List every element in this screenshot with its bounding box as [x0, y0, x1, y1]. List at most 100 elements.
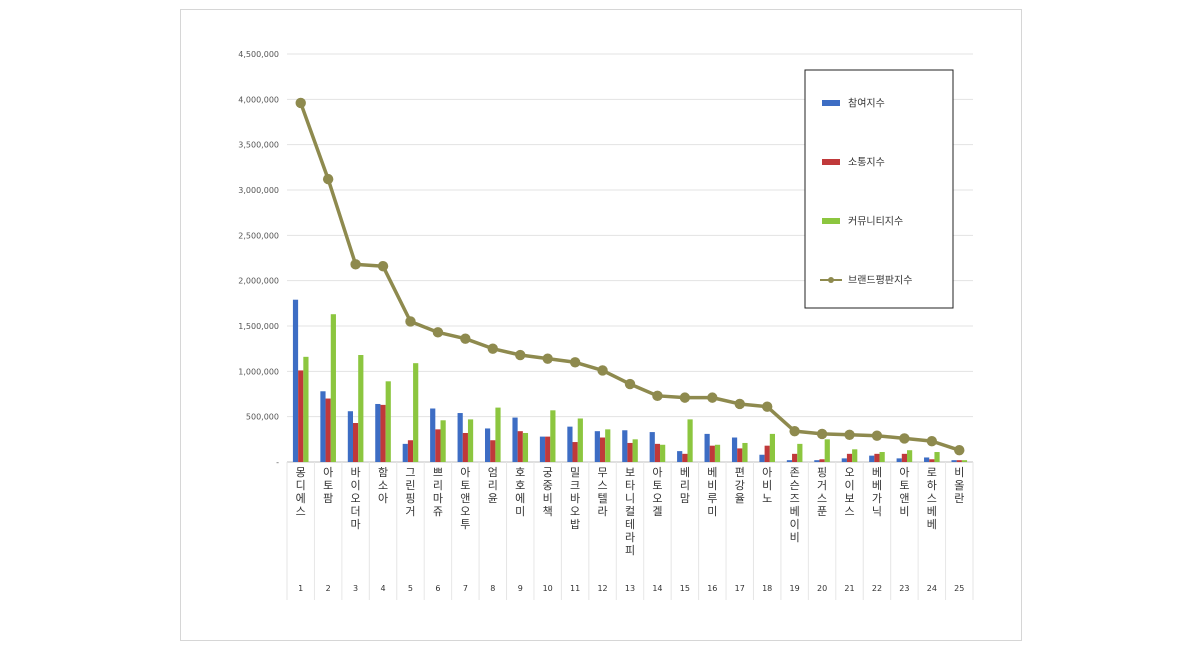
legend-label: 참여지수: [848, 98, 885, 110]
bar-커뮤니티지수-9: [522, 432, 529, 462]
bar-소통지수-15: [682, 453, 688, 462]
x-rank-label: 25: [954, 584, 964, 593]
bar-커뮤니티지수-14: [660, 444, 666, 462]
y-tick-label: 1,500,000: [238, 322, 279, 331]
bar-소통지수-10: [545, 436, 551, 462]
y-tick-label: 1,000,000: [238, 367, 279, 376]
x-rank-label: 14: [652, 584, 662, 593]
bar-커뮤니티지수-22: [879, 452, 885, 462]
bar-커뮤니티지수-4: [385, 381, 391, 462]
x-rank-label: 15: [680, 584, 690, 593]
bar-커뮤니티지수-11: [577, 418, 583, 462]
bar-소통지수-6: [435, 429, 441, 462]
reputation-point-9: [515, 349, 526, 361]
bar-소통지수-2: [325, 398, 331, 462]
y-tick-label: 4,000,000: [238, 95, 279, 104]
bar-커뮤니티지수-12: [605, 429, 611, 462]
bar-참여지수-21: [841, 458, 847, 462]
bar-참여지수-19: [786, 460, 793, 462]
chart-frame: - 500,000 1,000,000 1,500,000 2,000,000 2,500…: [180, 9, 1022, 641]
reputation-point-7: [460, 333, 471, 344]
bar-커뮤니티지수-17: [742, 442, 748, 462]
bar-소통지수-20: [819, 459, 825, 462]
bar-커뮤니티지수-6: [440, 420, 446, 462]
bar-소통지수-18: [764, 445, 770, 462]
reputation-point-11: [569, 357, 581, 368]
bar-참여지수-14: [649, 432, 655, 462]
reputation-point-5: [405, 316, 416, 327]
bar-참여지수-13: [622, 430, 628, 462]
x-rank-label: 10: [543, 584, 553, 593]
bar-참여지수-25: [951, 460, 957, 462]
bar-커뮤니티지수-7: [467, 419, 474, 462]
bar-커뮤니티지수-24: [934, 452, 940, 462]
legend-swatch: [822, 100, 840, 106]
reputation-point-6: [432, 327, 444, 338]
bar-참여지수-7: [457, 413, 463, 462]
bar-참여지수-20: [814, 460, 820, 462]
x-rank-label: 18: [762, 584, 772, 593]
x-rank-label: 16: [707, 584, 717, 593]
bar-소통지수-25: [956, 460, 962, 462]
bar-참여지수-6: [430, 408, 436, 462]
bar-커뮤니티지수-5: [413, 363, 419, 462]
x-rank-label: 21: [844, 584, 854, 593]
bar-커뮤니티지수-1: [303, 356, 309, 462]
bar-참여지수-11: [567, 426, 573, 462]
bar-참여지수-24: [924, 457, 930, 462]
legend-swatch: [822, 218, 840, 224]
y-tick-label: 4,500,000: [238, 50, 279, 59]
x-rank-label: 11: [570, 584, 580, 593]
reputation-point-8: [487, 343, 498, 354]
bar-소통지수-12: [599, 437, 606, 462]
bar-참여지수-4: [375, 403, 381, 462]
bar-참여지수-9: [512, 417, 518, 462]
bar-소통지수-5: [407, 440, 414, 462]
x-axis-labels: 몽 디 에 스 아 토 팜 바 이 오 더 마 함 소 아 그 린 핑 거 쁘 리 마 쥬 아 토 앤 오 투 엄 리 윤 호 호 에 미 궁 중 비 책 밀…: [296, 466, 965, 593]
legend-swatch: [822, 159, 840, 165]
x-rank-label: 17: [735, 584, 745, 593]
bar-참여지수-23: [896, 458, 902, 462]
reputation-point-21: [844, 429, 855, 440]
legend-label: 브랜드평판지수: [848, 275, 912, 287]
y-tick-label: 2,000,000: [238, 277, 279, 286]
bar-소통지수-16: [709, 445, 715, 462]
bar-소통지수-11: [572, 442, 578, 462]
x-rank-label: 19: [790, 584, 800, 593]
reputation-point-24: [926, 435, 938, 447]
x-rank-label: 23: [899, 584, 909, 593]
x-rank-label: 24: [927, 584, 937, 593]
y-tick-label: 3,500,000: [238, 141, 279, 150]
bar-소통지수-21: [846, 453, 853, 462]
x-rank-label: 2: [326, 584, 331, 593]
bar-커뮤니티지수-2: [330, 314, 336, 462]
x-rank-label: 22: [872, 584, 882, 593]
bar-참여지수-22: [869, 455, 875, 462]
x-rank-label: 13: [625, 584, 635, 593]
bar-커뮤니티지수-18: [769, 433, 775, 462]
y-tick-label: 2,500,000: [238, 231, 279, 240]
x-rank-label: 1: [298, 584, 303, 593]
x-rank-label: 5: [408, 584, 413, 593]
bar-커뮤니티지수-20: [824, 439, 830, 462]
bar-커뮤니티지수-15: [687, 419, 693, 462]
reputation-line: [295, 97, 965, 456]
reputation-point-23: [899, 433, 910, 444]
reputation-point-20: [816, 428, 828, 440]
x-rank-label: 9: [518, 584, 523, 593]
reputation-point-3: [350, 259, 361, 270]
bar-소통지수-8: [490, 440, 496, 462]
